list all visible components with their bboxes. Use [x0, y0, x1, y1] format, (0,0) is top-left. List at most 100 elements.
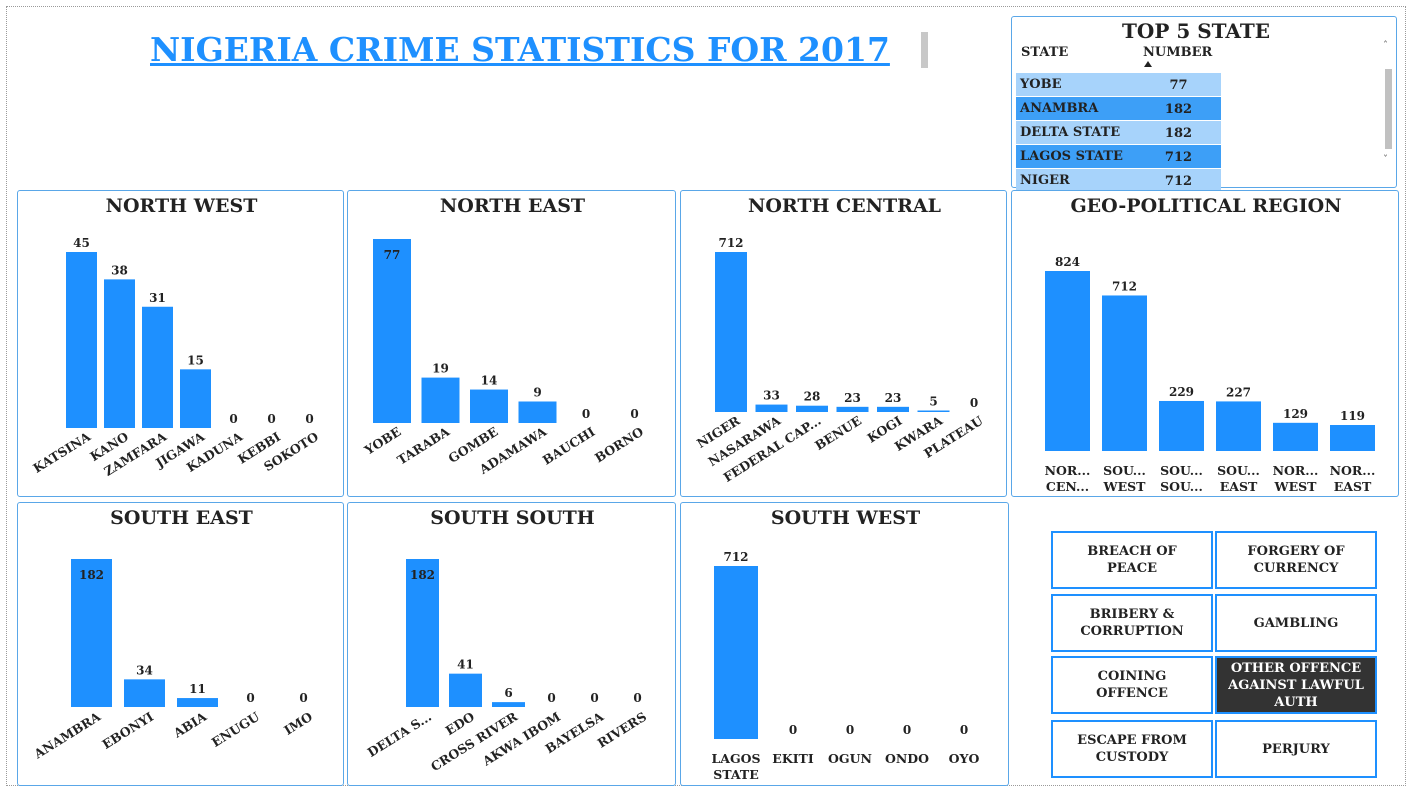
scroll-up-icon[interactable]: ˆ: [1383, 41, 1388, 52]
offence-button[interactable]: COINING OFFENCE: [1051, 656, 1213, 714]
data-label: 182: [79, 568, 104, 582]
sort-ascending-icon[interactable]: [1144, 61, 1152, 67]
data-label: 227: [1226, 385, 1251, 399]
category-label-line: SOU...: [1103, 463, 1146, 478]
category-label: NOR... CEN...: [1045, 463, 1091, 494]
data-label: 0: [633, 691, 641, 705]
category-label: NOR... WEST: [1273, 463, 1319, 494]
bar[interactable]: [449, 673, 482, 707]
category-label-line: SOU...: [1160, 479, 1203, 494]
data-label: 19: [432, 362, 449, 376]
category-label-line: NOR...: [1330, 463, 1376, 478]
bar[interactable]: [796, 405, 828, 412]
top5-table: TOP 5 STATE STATE NUMBER YOBE 77 ANAMBRA 18…: [1011, 16, 1397, 192]
category-label: BORNO: [592, 424, 646, 466]
bar[interactable]: [836, 406, 869, 412]
table-row[interactable]: ANAMBRA 182: [1016, 97, 1221, 120]
bar[interactable]: [421, 377, 460, 423]
data-label: 229: [1169, 385, 1194, 399]
offence-button[interactable]: GAMBLING: [1215, 594, 1377, 652]
table-cell-state: NIGER: [1020, 173, 1070, 188]
bar[interactable]: [66, 252, 97, 428]
category-label: KATSINA: [30, 429, 93, 476]
bar[interactable]: [1159, 400, 1204, 451]
bar[interactable]: [715, 252, 747, 412]
bar[interactable]: [142, 306, 173, 428]
table-cell-number: 712: [1164, 150, 1193, 165]
data-label: 0: [789, 723, 797, 737]
table-cell-state: YOBE: [1020, 77, 1062, 92]
bar[interactable]: [180, 369, 211, 428]
bar[interactable]: [1216, 401, 1261, 451]
category-label-line: NOR...: [1273, 463, 1319, 478]
table-cell-state: ANAMBRA: [1020, 101, 1099, 116]
bar[interactable]: [1273, 422, 1318, 451]
bar[interactable]: [406, 559, 439, 707]
offence-button[interactable]: PERJURY: [1215, 720, 1377, 778]
bar[interactable]: [71, 559, 112, 707]
category-label: EBONYI: [99, 709, 156, 752]
bar[interactable]: [470, 389, 508, 423]
bar[interactable]: [373, 239, 411, 423]
offence-button[interactable]: ESCAPE FROM CUSTODY: [1051, 720, 1213, 778]
table-row[interactable]: LAGOS STATE 712: [1016, 145, 1221, 168]
bar[interactable]: [492, 702, 525, 707]
bar[interactable]: [1330, 425, 1375, 451]
data-label: 11: [189, 682, 206, 696]
category-label: LAGOS STATE: [711, 751, 760, 782]
chart-geo-political-region: GEO-POLITICAL REGION 824 NOR... CEN... 712 SO…: [1011, 190, 1399, 497]
bar[interactable]: [755, 404, 788, 412]
data-label: 5: [929, 395, 937, 409]
col-header-state[interactable]: STATE: [1021, 45, 1069, 60]
data-label: 119: [1340, 409, 1365, 423]
title-divider: [921, 32, 928, 68]
offence-button[interactable]: BREACH OF PEACE: [1051, 531, 1213, 589]
category-label-line: EAST: [1220, 479, 1258, 494]
table-scrollbar[interactable]: [1385, 69, 1392, 149]
table-cell-number: 182: [1164, 102, 1193, 117]
offence-button[interactable]: BRIBERY & CORRUPTION: [1051, 594, 1213, 652]
bar[interactable]: [104, 279, 135, 428]
bar[interactable]: [124, 679, 165, 707]
table-cell-number: 182: [1164, 126, 1193, 141]
scroll-down-icon[interactable]: ˇ: [1383, 155, 1388, 166]
chart-svg-ne: NORTH EAST77YOBE19TARABA14GOMBE9ADAMAWA0…: [361, 195, 646, 477]
category-label: ONDO: [885, 751, 929, 766]
chart-title: SOUTH EAST: [110, 507, 253, 529]
data-label: 38: [111, 263, 128, 277]
bar[interactable]: [518, 401, 557, 423]
data-label: 9: [533, 385, 541, 399]
chart-svg-nc: NORTH CENTRAL712NIGER33NASARAWA28FEDERAL…: [694, 195, 986, 485]
data-label: 0: [246, 691, 254, 705]
data-label: 23: [844, 391, 861, 405]
offence-button[interactable]: OTHER OFFENCE AGAINST LAWFUL AUTH: [1215, 656, 1377, 714]
table-row[interactable]: DELTA STATE 182: [1016, 121, 1221, 144]
data-label: 6: [504, 686, 512, 700]
table-row[interactable]: NIGER 712: [1016, 169, 1221, 192]
table-row[interactable]: YOBE 77: [1016, 73, 1221, 96]
col-header-number[interactable]: NUMBER: [1143, 45, 1213, 60]
chart-title: GEO-POLITICAL REGION: [1070, 195, 1341, 217]
bar[interactable]: [877, 406, 909, 412]
bar[interactable]: [714, 566, 758, 739]
data-label: 34: [136, 663, 153, 677]
chart-title: SOUTH SOUTH: [430, 507, 595, 529]
table-cell-state: DELTA STATE: [1020, 125, 1121, 140]
category-label: SOU... SOU...: [1160, 463, 1203, 494]
data-label: 182: [410, 568, 435, 582]
bar[interactable]: [1045, 271, 1090, 451]
category-label: SOU... EAST: [1217, 463, 1260, 494]
category-label: IMO: [281, 709, 315, 738]
chart-south-south: SOUTH SOUTH 182 DELTA S... 41 EDO 6 CROSS RIVE…: [347, 502, 676, 786]
data-label: 0: [299, 691, 307, 705]
bar[interactable]: [177, 698, 218, 707]
chart-svg-se: SOUTH EAST 182 ANAMBRA 34 EBONYI 11 ABIA 0 ENUGU…: [30, 507, 315, 762]
bar[interactable]: [1102, 295, 1147, 451]
bar[interactable]: [917, 410, 950, 413]
category-label-line: ONDO: [885, 751, 929, 766]
chart-title: SOUTH WEST: [771, 507, 920, 529]
category-label: ENUGU: [209, 709, 262, 750]
offence-button[interactable]: FORGERY OF CURRENCY: [1215, 531, 1377, 589]
